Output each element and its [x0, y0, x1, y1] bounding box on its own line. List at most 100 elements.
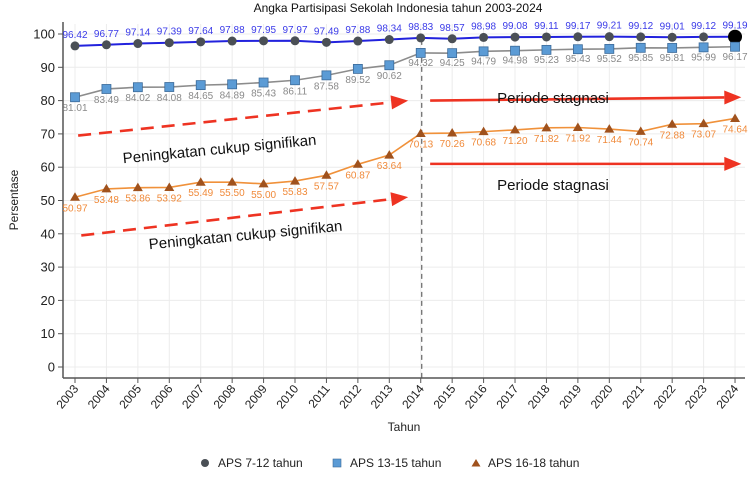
data-point-triangle	[730, 113, 741, 122]
data-label: 85.43	[251, 89, 276, 100]
data-label: 98.57	[440, 23, 465, 34]
gridlines	[63, 24, 745, 378]
data-point-square	[195, 80, 206, 91]
data-label: 55.00	[251, 190, 276, 201]
annotation-text-1: Peningkatan cukup signifikan	[122, 132, 317, 168]
data-point-circle	[510, 32, 520, 42]
data-point-triangle	[541, 122, 552, 132]
data-label: 99.08	[503, 21, 528, 32]
data-label: 95.99	[691, 52, 716, 63]
data-label: 99.19	[723, 21, 748, 32]
data-point-triangle	[195, 177, 206, 186]
data-label: 99.11	[534, 21, 559, 32]
x-tick-label: 2012	[336, 382, 364, 412]
x-tick-label: 2020	[588, 382, 616, 412]
data-point-triangle	[635, 126, 646, 135]
data-label: 70.13	[408, 139, 433, 150]
data-label: 53.92	[157, 193, 182, 204]
data-point-triangle	[321, 170, 332, 179]
data-point-circle	[636, 32, 646, 42]
data-label: 71.20	[503, 136, 528, 147]
data-point-square	[258, 77, 269, 88]
data-label: 94.32	[408, 58, 433, 69]
data-point-triangle	[510, 124, 521, 134]
data-point-triangle	[101, 183, 112, 193]
x-tick-label: 2007	[179, 382, 207, 412]
data-label: 73.07	[691, 130, 716, 141]
data-point-circle	[479, 32, 489, 42]
data-label: 99.12	[628, 21, 653, 32]
data-point-circle	[70, 41, 80, 51]
data-label: 94.79	[471, 56, 496, 67]
data-point-square	[447, 48, 458, 59]
data-label: 74.64	[723, 124, 748, 135]
data-point-square	[290, 75, 300, 86]
data-point-square	[101, 84, 112, 94]
y-tick-label: 90	[41, 60, 55, 75]
annotation-arrow-head-4	[724, 156, 742, 171]
data-point-circle	[227, 36, 237, 46]
y-tick-label: 0	[48, 360, 55, 375]
x-tick-label: 2003	[53, 382, 81, 412]
data-label: 84.65	[188, 91, 213, 102]
data-point-triangle	[227, 177, 238, 186]
data-label: 70.68	[471, 138, 496, 149]
x-tick-label: 2009	[242, 382, 270, 412]
data-point-square	[478, 46, 489, 57]
x-tick-label: 2022	[651, 382, 679, 412]
data-point-triangle	[132, 182, 143, 192]
data-label: 63.64	[377, 161, 402, 172]
data-label: 97.14	[125, 28, 150, 39]
data-label: 50.97	[62, 203, 87, 214]
y-tick-label: 10	[41, 326, 55, 341]
annotation-text-2: Periode stagnasi	[497, 90, 609, 107]
data-label: 57.57	[314, 181, 339, 192]
legend-item-aps-13-15: APS 13-15 tahun	[332, 456, 441, 470]
data-point-square	[698, 42, 709, 53]
legend-label: APS 7-12 tahun	[218, 456, 303, 470]
x-tick-label: 2011	[305, 382, 333, 411]
annotation-arrow-head-1	[390, 95, 409, 110]
data-label: 72.88	[660, 130, 685, 141]
data-label: 86.11	[283, 86, 308, 97]
legend: APS 7-12 tahun APS 13-15 tahun APS 16-18…	[201, 456, 579, 470]
data-point-circle	[728, 29, 743, 44]
legend-item-aps-16-18: APS 16-18 tahun	[471, 456, 579, 470]
data-point-square	[132, 82, 143, 93]
data-label: 97.64	[188, 26, 213, 37]
data-label: 53.86	[125, 194, 150, 205]
data-point-circle	[321, 37, 331, 47]
x-tick-label: 2017	[493, 382, 521, 412]
y-tick-label: 80	[41, 93, 55, 108]
data-point-circle	[573, 32, 583, 42]
data-label: 94.25	[440, 58, 465, 69]
data-label: 95.52	[597, 54, 622, 65]
data-label: 98.34	[377, 24, 402, 35]
x-axis-title: Tahun	[388, 420, 421, 434]
data-label: 96.17	[723, 52, 748, 63]
series-line	[74, 117, 736, 199]
data-point-triangle	[70, 192, 80, 201]
data-label: 94.98	[503, 56, 528, 67]
legend-circle-marker	[201, 459, 209, 467]
data-label: 95.43	[565, 54, 590, 65]
y-tick-label: 30	[41, 260, 55, 275]
data-label: 53.48	[94, 195, 119, 206]
data-label: 83.49	[94, 95, 119, 106]
data-point-triangle	[698, 118, 709, 128]
x-tick-label: 2013	[368, 382, 396, 412]
series-line	[74, 45, 736, 99]
data-label: 99.21	[597, 21, 622, 32]
data-point-square	[384, 60, 395, 71]
data-point-triangle	[667, 119, 678, 128]
data-point-circle	[101, 40, 111, 50]
data-point-square	[635, 42, 646, 53]
x-tick-label: 2015	[431, 382, 459, 412]
data-point-square	[667, 43, 678, 53]
data-label: 99.12	[691, 21, 716, 32]
legend-item-aps-7-12: APS 7-12 tahun	[201, 456, 303, 470]
data-point-circle	[196, 37, 206, 47]
y-tick-label: 60	[41, 160, 55, 175]
annotation-text-4: Periode stagnasi	[497, 177, 609, 194]
data-point-square	[70, 92, 80, 103]
